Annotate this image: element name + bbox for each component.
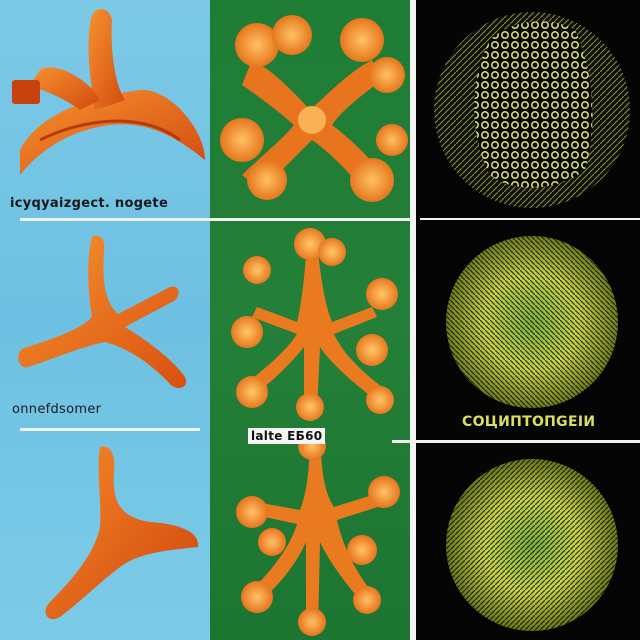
lattice-sphere-specimen-1 [434,12,630,208]
row-divider-bottom-left [20,428,200,431]
middle-left-caption: onnefdsomer [12,402,102,417]
orange-branch-specimen-1 [12,8,205,175]
right-caption: COЦИПТOПGEIИ [462,414,596,430]
center-tag-label: lalte ЕБ60 [248,428,326,444]
orange-branch-specimen-3 [45,446,199,620]
row-divider-top-right [420,218,640,220]
orange-branch-specimen-2 [18,235,187,388]
row-divider-top [20,218,410,221]
coral-branch-specimen-2 [231,228,398,421]
coral-branch-specimen-3 [236,432,400,636]
radial-sphere-specimen-2 [446,236,618,408]
top-left-caption: іcyqyaizgect. nogete [10,196,169,211]
column-divider [410,0,416,640]
radial-sphere-specimen-3 [446,459,618,631]
row-divider-bottom-right [392,440,640,443]
coral-branch-specimen-1 [220,15,408,202]
